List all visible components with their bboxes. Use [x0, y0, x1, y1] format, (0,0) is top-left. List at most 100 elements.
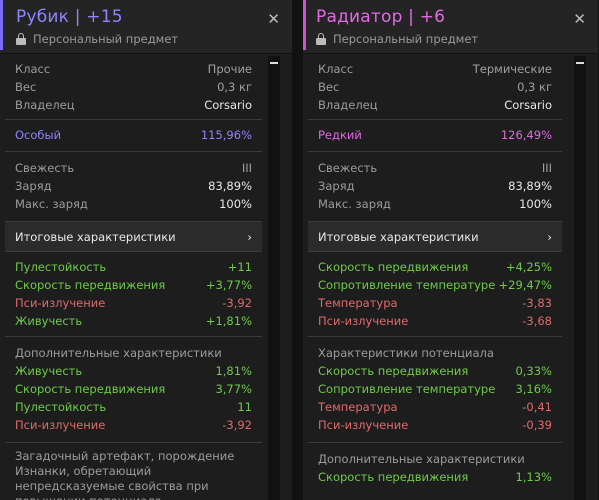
rarity-value: 115,96%	[200, 128, 252, 142]
stat-label: Скорость передвижения	[318, 260, 469, 274]
item-card-radiator: Радиатор | +6 ✕ Персональный предмет Кла…	[303, 0, 599, 500]
summary-label: Итоговые характеристики	[318, 229, 479, 244]
stat-value: -0,41	[522, 400, 552, 414]
summary-toggle[interactable]: Итоговые характеристики ›	[5, 222, 262, 252]
stat-label: Скорость передвижения	[15, 278, 166, 292]
chevron-right-icon: ›	[247, 229, 252, 244]
stat-row: Скорость передвижения +4,25%	[318, 258, 552, 276]
info-value: Термические	[472, 62, 552, 76]
rarity-section: Редкий 126,49%	[308, 120, 562, 152]
state-value: 100%	[519, 197, 552, 211]
info-value: 0,3 кг	[217, 80, 252, 94]
rarity-row: Особый 115,96%	[15, 126, 252, 144]
info-label: Класс	[318, 62, 354, 76]
scrollbar-thumb[interactable]	[574, 56, 586, 70]
state-label: Макс. заряд	[318, 197, 391, 211]
stat-value: +3,77%	[205, 278, 252, 292]
lock-icon	[16, 33, 26, 45]
extra-stats: Дополнительные характеристики Живучесть 1…	[5, 337, 262, 443]
stat-row: Температура -0,41	[318, 398, 552, 416]
item-title: Радиатор | +6	[316, 7, 446, 27]
potential-stats: Характеристики потенциала Скорость перед…	[308, 337, 562, 443]
rarity-label: Особый	[15, 128, 62, 142]
item-subtitle: Персональный предмет	[316, 32, 478, 46]
info-row: Класс Прочие	[15, 60, 252, 78]
state-row: Макс. заряд 100%	[15, 195, 252, 213]
stat-value: 3,16%	[515, 382, 552, 396]
card-header: Рубик | +15 ✕ Персональный предмет	[0, 0, 292, 54]
info-row: Класс Термические	[318, 60, 552, 78]
stat-label: Живучесть	[15, 314, 83, 328]
stat-value: +11	[227, 260, 252, 274]
stat-value: -0,39	[522, 418, 552, 432]
info-value: Corsario	[504, 98, 552, 112]
info-value: Corsario	[204, 98, 252, 112]
close-icon[interactable]: ✕	[573, 10, 586, 28]
state-value: III	[541, 161, 552, 175]
stat-label: Скорость передвижения	[318, 364, 469, 378]
lock-icon	[316, 33, 326, 45]
personal-item-label: Персональный предмет	[333, 32, 479, 46]
stat-value: 0,33%	[515, 364, 552, 378]
stat-row: Пси-излучение -3,92	[15, 294, 252, 312]
info-value: 0,3 кг	[517, 80, 552, 94]
item-subtitle: Персональный предмет	[16, 32, 178, 46]
state-row: Заряд 83,89%	[318, 177, 552, 195]
info-row: Владелец Corsario	[318, 96, 552, 114]
info-label: Вес	[15, 80, 37, 94]
state-label: Заряд	[15, 179, 52, 193]
rarity-accent	[303, 0, 306, 50]
chevron-right-icon: ›	[547, 229, 552, 244]
stat-value: +1,81%	[205, 314, 252, 328]
info-row: Вес 0,3 кг	[15, 78, 252, 96]
rarity-section: Особый 115,96%	[5, 120, 262, 152]
stat-value: 1,13%	[515, 470, 552, 484]
scrollbar[interactable]	[268, 56, 280, 500]
card-content: Класс Прочие Вес 0,3 кг Владелец Corsario О…	[5, 56, 262, 500]
stat-row: Скорость передвижения 0,33%	[318, 362, 552, 380]
state-label: Свежесть	[318, 161, 378, 175]
stat-label: Пси-излучение	[15, 418, 106, 432]
basic-info: Класс Термические Вес 0,3 кг Владелец Corsa…	[308, 56, 562, 120]
section-title: Дополнительные характеристики	[15, 346, 222, 360]
info-label: Владелец	[318, 98, 378, 112]
stat-row: Пси-излучение -3,68	[318, 312, 552, 330]
rarity-label: Редкий	[318, 128, 362, 142]
state-label: Макс. заряд	[15, 197, 88, 211]
state-value: 83,89%	[508, 179, 552, 193]
item-description: Загадочный артефакт, порождение Изнанки,…	[15, 449, 235, 500]
final-stats: Скорость передвижения +4,25% Сопротивлени…	[308, 252, 562, 337]
stat-row: Температура -3,83	[318, 294, 552, 312]
summary-label: Итоговые характеристики	[15, 229, 176, 244]
summary-toggle[interactable]: Итоговые характеристики ›	[308, 222, 562, 252]
scrollbar-thumb[interactable]	[268, 56, 280, 70]
stat-label: Пси-излучение	[318, 418, 409, 432]
stat-label: Температура	[318, 296, 398, 310]
stat-value: -3,68	[522, 314, 552, 328]
info-label: Класс	[15, 62, 51, 76]
close-icon[interactable]: ✕	[267, 10, 280, 28]
scrollbar[interactable]	[574, 56, 586, 500]
stat-value: -3,92	[222, 418, 252, 432]
stat-value: +4,25%	[505, 260, 552, 274]
stat-row: Сопротивление температуре +29,47%	[318, 276, 552, 294]
stat-label: Температура	[318, 400, 398, 414]
stat-row: Пулестойкость 11	[15, 398, 252, 416]
stat-value: 11	[237, 400, 252, 414]
state-value: III	[241, 161, 252, 175]
stat-label: Сопротивление температуре	[318, 278, 496, 292]
state-value: 100%	[219, 197, 252, 211]
stat-row: Скорость передвижения 3,77%	[15, 380, 252, 398]
state-row: Свежесть III	[15, 159, 252, 177]
info-value: Прочие	[207, 62, 252, 76]
info-label: Вес	[318, 80, 340, 94]
stat-row: Скорость передвижения 1,13%	[318, 468, 552, 486]
state-row: Заряд 83,89%	[15, 177, 252, 195]
item-card-rubik: Рубик | +15 ✕ Персональный предмет Класс…	[0, 0, 293, 500]
stat-value: 3,77%	[215, 382, 252, 396]
stat-row: Пси-излучение -3,92	[15, 416, 252, 434]
stat-label: Скорость передвижения	[318, 470, 469, 484]
state-label: Свежесть	[15, 161, 75, 175]
card-divider	[293, 0, 303, 500]
state-row: Макс. заряд 100%	[318, 195, 552, 213]
